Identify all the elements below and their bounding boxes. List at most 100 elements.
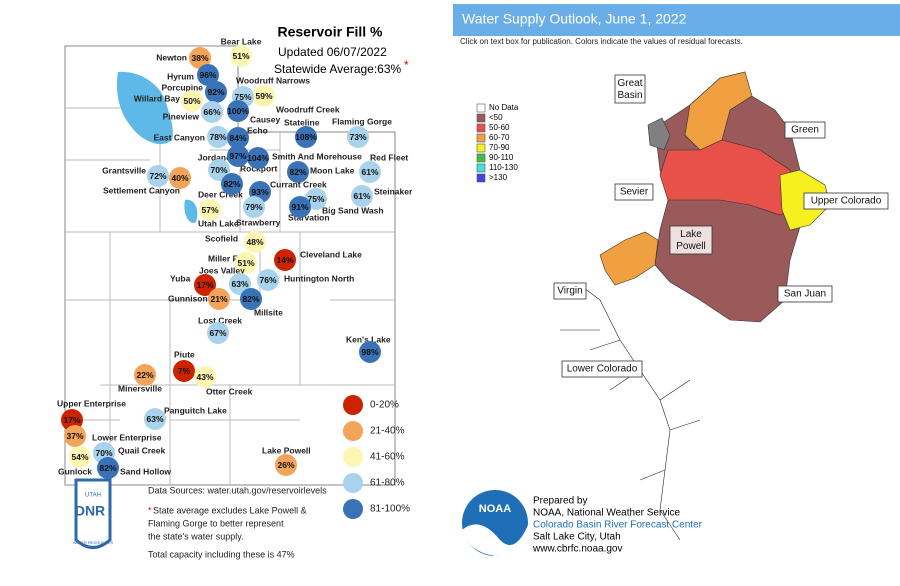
reservoir-fill: 51%: [232, 51, 249, 61]
basin-box[interactable]: [614, 74, 646, 104]
legend-label: 60-70: [489, 133, 510, 142]
legend-label: <50: [489, 113, 503, 122]
reservoir-fill: 84%: [229, 133, 246, 143]
legend-label: 21-40%: [370, 426, 405, 437]
legend-swatch: [476, 113, 486, 123]
reservoir-fill: 54%: [71, 452, 88, 462]
url[interactable]: www.cbrfc.noaa.gov: [532, 544, 623, 555]
prepared-by: Prepared by: [533, 496, 587, 507]
reservoir-label: Grantsville: [102, 165, 146, 175]
basin-label-part[interactable]: Lake: [680, 229, 702, 240]
reservoir-fill: 63%: [146, 414, 163, 424]
reservoir-marker: [208, 288, 230, 310]
basin-box[interactable]: [669, 225, 713, 255]
reservoir-marker: [247, 147, 269, 169]
reservoir-label: Miller Flat: [208, 253, 248, 263]
basin-label[interactable]: Great Basin: [617, 78, 642, 101]
basin-label[interactable]: Lower Colorado: [567, 364, 638, 375]
basin-box[interactable]: [803, 192, 889, 210]
reservoir-fill: 100%: [227, 106, 249, 116]
reservoir-label: Gunnison: [168, 293, 208, 303]
basin-label[interactable]: Green: [791, 125, 819, 136]
reservoir-fill: 37%: [66, 431, 83, 441]
reservoir-fill: 17%: [196, 280, 213, 290]
reservoir-marker: [69, 446, 91, 468]
reservoir-marker: [134, 364, 156, 386]
city: Salt Lake City, Utah: [533, 532, 621, 543]
reservoir-fill: 26%: [277, 460, 294, 470]
basin-label[interactable]: Lake Powell: [676, 229, 705, 252]
basin-label[interactable]: Virgin: [557, 286, 582, 297]
reservoir-label: Red Fleet: [370, 152, 408, 162]
reservoir-label: Big Sand Wash: [322, 205, 384, 215]
reservoir-label: Scofield: [205, 233, 238, 243]
reservoir-label: Causey: [250, 114, 281, 124]
basin-label[interactable]: Upper Colorado: [811, 196, 882, 207]
reservoir-fill: 38%: [191, 53, 208, 63]
reservoir-label: Bear Lake: [221, 36, 262, 46]
note-asterisk: *: [148, 505, 152, 515]
reservoir-label: Stateline: [284, 117, 320, 127]
basin-box[interactable]: [561, 360, 643, 378]
outlook-legend: No Data<5050-6060-7070-9090-110110-130>1…: [476, 103, 519, 183]
reservoir-fill: 75%: [234, 92, 251, 102]
logo-top: UTAH: [85, 493, 101, 499]
reservoir-label: Huntington North: [284, 273, 354, 283]
reservoir-marker: [181, 90, 203, 112]
reservoir-marker: [295, 126, 317, 148]
legend-label: 81-100%: [370, 504, 410, 515]
reservoir-fill: 51%: [237, 258, 254, 268]
reservoir-label: Woodruff Creek: [276, 104, 340, 114]
basin-label-part[interactable]: Basin: [617, 90, 642, 101]
legend-swatch: [476, 173, 486, 183]
basin-box[interactable]: [777, 285, 833, 303]
dnr-logo: UTAH DNR WATER RESOURCES: [73, 478, 114, 549]
reservoir-label: Moon Lake: [310, 165, 355, 175]
basin-map: [560, 71, 831, 541]
reservoir-marker: [197, 64, 219, 86]
basin-box[interactable]: [553, 282, 587, 300]
reservoir-marker: [208, 159, 230, 181]
reservoir-marker: [201, 101, 223, 123]
reservoir-fill: 70%: [210, 165, 227, 175]
reservoir-fill: 97%: [229, 151, 246, 161]
reservoir-label: Millsite: [254, 307, 283, 317]
legend-swatch: [343, 473, 363, 493]
basin-label[interactable]: San Juan: [784, 289, 826, 300]
reservoir-label: East Canyon: [154, 132, 206, 142]
reservoir-marker: [173, 360, 195, 382]
statewide-average: Statewide Average:63%: [274, 62, 402, 76]
reservoir-marker: [97, 457, 119, 479]
reservoir-fill: 43%: [196, 372, 213, 382]
basin-label[interactable]: Sevier: [620, 187, 649, 198]
center[interactable]: Colorado Basin River Forecast Center: [533, 520, 703, 531]
legend-swatch: [343, 395, 363, 415]
reservoir-label: Ken's Lake: [346, 334, 391, 344]
reservoir-fill: 78%: [209, 132, 226, 142]
legend-swatch: [476, 153, 486, 163]
legend-label: 110-130: [489, 163, 518, 172]
reservoir-fill: 17%: [63, 415, 80, 425]
note-line: the state's water supply.: [148, 531, 244, 541]
note-line: Flaming Gorge to better represent: [148, 518, 284, 528]
reservoir-label: Newton: [156, 52, 187, 62]
reservoir-fill: 104%: [247, 153, 269, 163]
reservoir-fill: 63%: [231, 279, 248, 289]
basin-box[interactable]: [784, 121, 826, 139]
legend-swatch: [476, 143, 486, 153]
reservoir-fill: 82%: [223, 179, 240, 189]
reservoir-label: Lake Powell: [262, 445, 311, 455]
basin-label-part[interactable]: Powell: [676, 241, 705, 252]
basin-label-part[interactable]: Great: [617, 78, 642, 89]
reservoir-marker: [207, 126, 229, 148]
reservoir-fill: 91%: [291, 202, 308, 212]
reservoir-label: Utah Lake: [198, 218, 239, 228]
reservoir-fill: 61%: [361, 167, 378, 177]
reservoir-label: Sand Hollow: [120, 466, 171, 476]
legend-label: >130: [489, 173, 508, 182]
reservoir-label: Pineview: [163, 111, 200, 121]
reservoir-label: Echo: [247, 125, 268, 135]
logo-bottom: WATER RESOURCES: [73, 540, 114, 545]
basin-box[interactable]: [614, 183, 654, 201]
